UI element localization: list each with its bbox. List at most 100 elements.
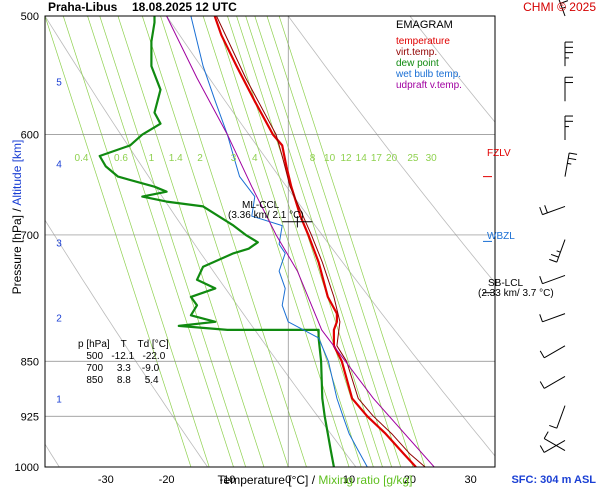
- series-line-dew-point: [98, 16, 335, 467]
- legend-item-dew-point: dew point: [396, 58, 439, 69]
- table-row: 700 3.3 -9.0: [78, 363, 160, 374]
- wind-barb: [539, 274, 566, 285]
- wind-barb-staff: [543, 345, 566, 359]
- wbzl-label: WBZL: [487, 231, 515, 242]
- wind-barb: [549, 239, 566, 263]
- mixing-ratio-line: [245, 16, 392, 467]
- wind-barb-flag: [539, 275, 543, 284]
- legend-item-temperature: temperature: [396, 36, 450, 47]
- wind-barb-flag: [539, 381, 545, 389]
- wind-barb-flag: [539, 206, 543, 215]
- altitude-tick-label: 5: [56, 78, 62, 89]
- series-line-virt-temp: [216, 16, 426, 467]
- series-line-wet-bulb-temp: [190, 16, 368, 467]
- mixing-ratio-label: 3: [231, 153, 237, 164]
- wind-barb: [549, 405, 566, 429]
- wind-barb-staff: [558, 0, 566, 17]
- legend-item-wet-bulb: wet bulb temp.: [396, 69, 462, 80]
- wind-barb-staff: [543, 440, 566, 453]
- legend-title: EMAGRAM: [396, 19, 453, 31]
- sounding-table: p [hPa] T Td [°C] 500 -12.1 -22.0 700 3.…: [78, 339, 169, 387]
- mixing-ratio-line: [45, 16, 192, 467]
- wind-barb-staff: [542, 205, 566, 216]
- station-name: Praha-Libus: [48, 0, 118, 14]
- mixing-ratio-line: [278, 16, 426, 467]
- wind-barb-staff: [564, 152, 570, 177]
- mixing-ratio-line: [254, 16, 402, 467]
- wind-barb: [564, 152, 578, 177]
- pressure-tick-label: 1000: [15, 462, 39, 474]
- wind-barb-flag: [543, 431, 549, 439]
- wind-barb-flag: [569, 152, 578, 155]
- temperature-tick-label: -10: [219, 474, 235, 486]
- mixing-ratio-label: 14: [356, 153, 368, 164]
- temperature-tick-label: -30: [98, 474, 114, 486]
- legend-item-updraft: udpraft v.temp.: [396, 80, 462, 91]
- mixing-ratio-label: 0.4: [75, 153, 89, 164]
- altitude-tick-label: 3: [56, 238, 62, 249]
- ml-ccl-value: (3.36 km/ 2.1 °C): [228, 210, 304, 221]
- dry-adiabat-line: [45, 219, 208, 467]
- wind-barb-flag: [549, 424, 557, 429]
- y-axis-title-pressure: Pressure [hPa]: [10, 215, 24, 295]
- y-axis-title-altitude: Altitude [km]: [10, 139, 24, 206]
- pressure-tick-label: 600: [21, 130, 39, 142]
- wind-barb-half-flag: [567, 162, 572, 165]
- wind-barb: [564, 115, 573, 141]
- mixing-ratio-label: 1: [149, 153, 155, 164]
- mixing-ratio-label: 20: [386, 153, 398, 164]
- wind-barb-flag: [539, 314, 543, 323]
- series-line-temperature: [213, 16, 417, 467]
- temperature-tick-label: 30: [465, 474, 477, 486]
- copyright: CHMI © 2025: [523, 0, 596, 14]
- wind-barb: [539, 375, 566, 389]
- surface-elevation: SFC: 304 m ASL: [511, 474, 596, 486]
- wind-barb-staff: [542, 274, 566, 285]
- wind-barb: [564, 41, 573, 67]
- table-header: p [hPa] T Td [°C]: [78, 339, 169, 350]
- temperature-tick-label: 20: [404, 474, 416, 486]
- x-axis-title-mixing-ratio: Mixing ratio [g/kg]: [318, 473, 413, 487]
- altitude-tick-label: 1: [56, 394, 62, 405]
- x-axis-title: Temperature [°C] / Mixing ratio [g/kg]: [0, 473, 600, 487]
- temperature-tick-label: -20: [159, 474, 175, 486]
- mixing-ratio-line: [117, 16, 265, 467]
- mixing-ratio-label: 8: [310, 153, 316, 164]
- mixing-ratio-label: 17: [371, 153, 383, 164]
- mixing-ratio-line: [87, 16, 234, 467]
- wind-barb: [539, 440, 566, 453]
- wind-barb-flag: [549, 258, 557, 263]
- temperature-tick-label: 0: [285, 474, 291, 486]
- mixing-ratio-label: 4: [252, 153, 258, 164]
- wind-barb-staff: [543, 375, 566, 389]
- wind-barb: [539, 345, 566, 359]
- wind-barb-half-flag: [556, 250, 561, 253]
- wind-barb-staff: [556, 405, 566, 429]
- sb-lcl-value: (2.33 km/ 3.7 °C): [478, 288, 554, 299]
- mixing-ratio-label: 1.4: [169, 153, 183, 164]
- fzlv-label: FZLV: [487, 148, 511, 159]
- y-axis-title-separator: /: [10, 208, 24, 212]
- mixing-ratio-line: [266, 16, 414, 467]
- mixing-ratio-label: 12: [340, 153, 352, 164]
- series-line-udpraft-v-temp: [166, 16, 435, 467]
- altitude-tick-label: 2: [56, 314, 62, 325]
- x-axis-title-temperature: Temperature [°C]: [217, 473, 309, 487]
- legend-item-virt-temp: virt.temp.: [396, 47, 438, 58]
- wind-barb-flag: [544, 205, 548, 214]
- mixing-ratio-label: 30: [426, 153, 438, 164]
- pressure-tick-label: 925: [21, 411, 39, 423]
- wind-barb: [539, 313, 566, 323]
- mixing-ratio-line: [160, 16, 307, 467]
- sounding-datetime: 18.08.2025 12 UTC: [132, 0, 237, 14]
- wind-barb-flag: [560, 0, 569, 4]
- temperature-tick-label: 10: [343, 474, 355, 486]
- pressure-tick-label: 700: [21, 230, 39, 242]
- mixing-ratio-label: 0.6: [114, 153, 128, 164]
- altitude-tick-label: 4: [56, 159, 62, 170]
- wind-barb-half-flag: [562, 6, 567, 9]
- ml-ccl-label: ML-CCL: [242, 200, 280, 211]
- table-row: 500 -12.1 -22.0: [78, 351, 166, 362]
- plot-area: [45, 16, 495, 467]
